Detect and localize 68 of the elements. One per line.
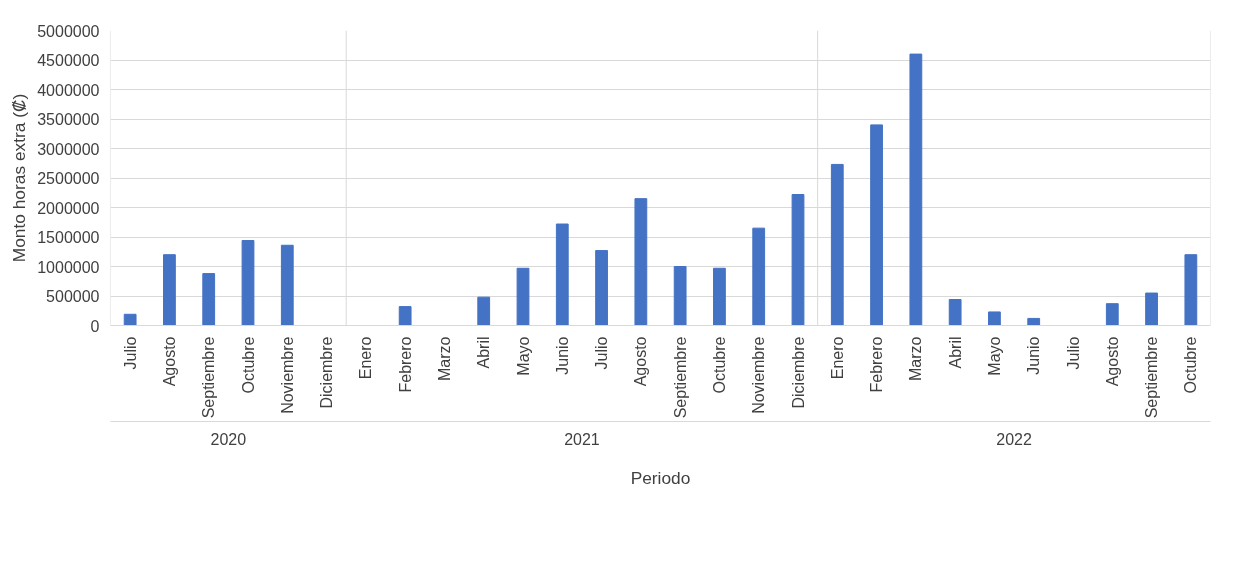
x-tick-label: Octubre	[239, 336, 257, 394]
bar	[1027, 317, 1041, 326]
x-tick-label: Febrero	[868, 336, 886, 393]
text: 2020	[210, 430, 247, 448]
y-tick-label: 0	[90, 317, 100, 335]
y-tick-label: 4000000	[37, 81, 100, 99]
bar	[752, 227, 766, 326]
y-tick-label: 4500000	[37, 52, 100, 69]
bar	[595, 250, 608, 326]
bar	[673, 266, 687, 326]
bar	[830, 163, 844, 326]
y-tick-label: 1000000	[37, 258, 100, 276]
x-tick-label: Marzo	[907, 336, 925, 381]
x-tick-label: Agosto	[632, 336, 650, 387]
bar	[1184, 254, 1198, 326]
x-tick-label: Mayo	[514, 336, 532, 376]
x-tick-label: Septiembre	[1143, 336, 1161, 419]
bar	[1145, 292, 1158, 326]
y-tick-label: 3500000	[37, 111, 100, 128]
bar	[1105, 303, 1119, 326]
x-tick-label: Agosto	[1103, 336, 1121, 387]
bar	[713, 267, 726, 326]
x-tick-label: Septiembre	[200, 336, 218, 419]
text: 2022	[996, 430, 1032, 448]
x-tick-label: Julio	[1064, 336, 1082, 370]
bar	[477, 296, 491, 326]
x-axis-title: Periodo	[630, 467, 691, 488]
y-tick-label: 2500000	[37, 170, 100, 187]
x-tick-label: Abril	[946, 336, 964, 369]
bar	[948, 299, 962, 326]
bar	[634, 198, 648, 326]
x-tick-label: Junio	[553, 336, 571, 375]
x-tick-label: Marzo	[435, 336, 453, 381]
y-tick-label: 3000000	[37, 140, 100, 158]
bar	[555, 223, 569, 326]
bar	[202, 273, 216, 326]
x-tick-label: Julio	[593, 336, 611, 370]
x-tick-label: Diciembre	[318, 336, 336, 409]
y-tick-label: 5000000	[37, 22, 100, 40]
y-tick-label: 2000000	[37, 199, 100, 217]
bar	[988, 311, 1001, 326]
x-tick-label: Abril	[475, 336, 493, 369]
bar	[163, 254, 176, 326]
y-tick-label: 1500000	[37, 229, 100, 246]
y-axis-title: Monto horas extra (₡)	[9, 93, 30, 263]
bar	[398, 306, 412, 326]
x-tick-label: Julio	[121, 336, 139, 370]
x-tick-label: Agosto	[160, 336, 178, 387]
x-tick-label: Enero	[357, 336, 375, 380]
bar	[791, 194, 805, 326]
x-tick-label: Noviembre	[278, 336, 296, 414]
bar	[909, 53, 923, 326]
x-tick-label: Mayo	[985, 336, 1003, 376]
x-tick-label: Octubre	[1182, 336, 1200, 394]
x-tick-label: Febrero	[396, 336, 414, 393]
x-tick-label: Septiembre	[671, 336, 689, 419]
x-tick-label: Noviembre	[750, 336, 768, 414]
bar	[123, 313, 137, 326]
x-tick-label: Octubre	[710, 336, 728, 394]
x-tick-label: Junio	[1025, 336, 1043, 375]
bar	[241, 240, 255, 326]
bar	[516, 267, 530, 326]
x-tick-label: Diciembre	[789, 336, 807, 409]
text: 2021	[564, 430, 600, 448]
y-tick-label: 500000	[46, 288, 100, 305]
bar	[870, 124, 883, 326]
x-tick-label: Enero	[828, 336, 846, 380]
bar	[280, 244, 294, 326]
